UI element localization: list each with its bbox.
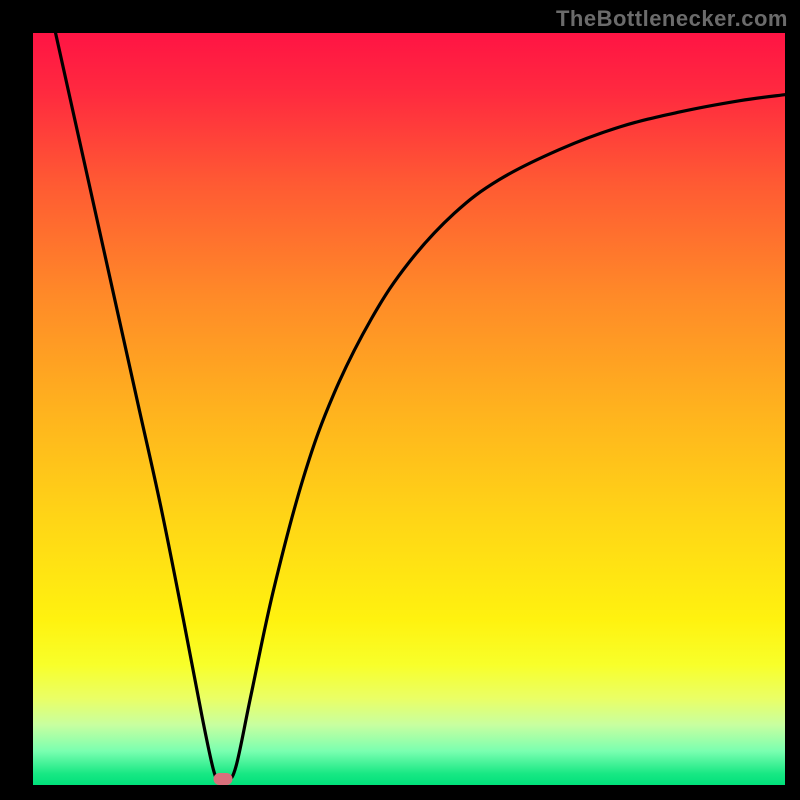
watermark-text: TheBottlenecker.com [556, 6, 788, 32]
curve-path [56, 33, 785, 783]
chart-canvas: TheBottlenecker.com [0, 0, 800, 800]
bottleneck-curve [33, 33, 785, 785]
minimum-marker [214, 773, 233, 785]
plot-area [33, 33, 785, 785]
